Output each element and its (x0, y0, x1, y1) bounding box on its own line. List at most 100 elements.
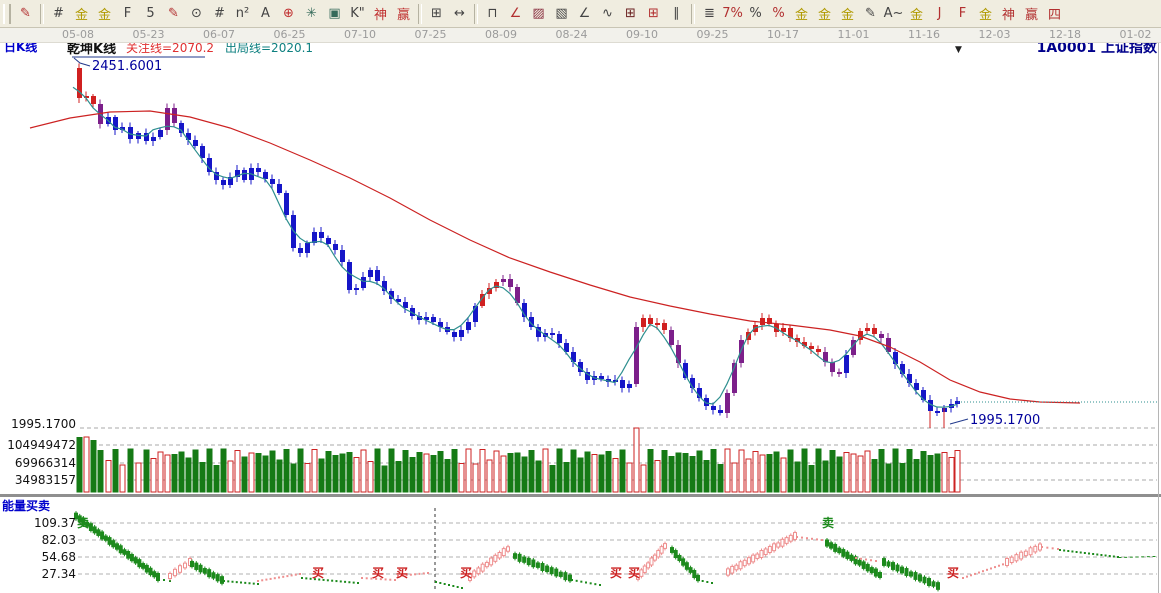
indicator-dot (806, 537, 808, 540)
indicator-dot (711, 582, 713, 584)
ying-slash-icon[interactable]: 赢 (1024, 8, 1038, 23)
volume-bar (605, 451, 612, 493)
chevron-down-icon[interactable]: ▼ (955, 45, 962, 55)
x-axis-date-label: 09-10 (626, 28, 658, 41)
candle-body (298, 248, 303, 253)
volume-bar (269, 450, 276, 493)
pen-icon[interactable]: ✎ (20, 6, 31, 21)
indicator-dot (448, 584, 450, 586)
indicator-candle-body (913, 572, 918, 580)
indicator-candle-body (74, 512, 78, 520)
volume-bar (556, 448, 563, 493)
volume-bar (668, 456, 675, 493)
indicator-candle-body (100, 531, 105, 540)
grid-icon[interactable]: ⊞ (625, 6, 636, 21)
shen-slash-icon[interactable]: 神 (1001, 8, 1015, 23)
gold-circle-icon-2[interactable]: 金 (817, 8, 831, 23)
ruler-123-icon[interactable]: ≣ (704, 6, 715, 21)
indicator-candle-body (211, 572, 216, 579)
buy-signal-marker: 买 (395, 566, 408, 580)
volume-bar (297, 448, 304, 493)
indicator-dot (1112, 555, 1115, 558)
toolbar-separator (418, 3, 422, 24)
gold-circle-icon[interactable]: 金 (794, 8, 808, 23)
candle-body (879, 334, 884, 338)
volume-bar (836, 456, 843, 493)
candle-body (179, 123, 184, 133)
circle-comb-icon[interactable]: ⊙ (191, 6, 202, 21)
pencil-lines-icon[interactable]: ∠ (578, 6, 591, 21)
volume-bar (367, 461, 374, 493)
gold-underline-icon[interactable]: 金 (909, 8, 923, 23)
indicator-candle-body (85, 521, 90, 527)
five-comb-icon[interactable]: 5 (146, 6, 155, 21)
indicator-candle-body (746, 557, 751, 565)
a-line-icon[interactable]: A (261, 6, 270, 21)
gold-comb-icon-2[interactable]: 金 (97, 8, 111, 23)
a-wave-icon[interactable]: A~ (883, 6, 904, 21)
candle-body (739, 340, 744, 363)
x-axis-date-label: 05-23 (132, 28, 165, 41)
candle-body (340, 250, 345, 262)
percent-icon[interactable]: % (749, 6, 762, 21)
indicator-dot (974, 572, 976, 575)
percent-line-icon[interactable]: % (772, 6, 785, 21)
ying-icon[interactable]: 赢 (396, 8, 410, 23)
fan-lines-icon[interactable]: ∠ (509, 6, 522, 21)
candle-body (851, 340, 856, 355)
indicator-candle-body (476, 567, 481, 575)
indicator-dot (966, 575, 968, 578)
indicator-candle-body (751, 554, 756, 563)
high-price-label: 2451.6001 (92, 59, 163, 74)
indicator-dot (801, 536, 803, 539)
indicator-dot (265, 578, 268, 581)
toolbar-grip[interactable] (3, 3, 11, 24)
candle-body (305, 243, 310, 253)
f-comb-icon[interactable]: F (123, 6, 132, 21)
ruler-pen-icon[interactable]: ✎ (865, 6, 876, 21)
candle-body (113, 117, 118, 130)
candle-body (424, 317, 429, 320)
candle-body (172, 108, 177, 123)
indicator-dot (335, 580, 338, 583)
parallel-lines-icon[interactable]: ∥ (673, 6, 680, 21)
indicator-candle-body (215, 574, 220, 582)
candle-body (186, 133, 191, 140)
fan-box-icon[interactable]: ▨ (532, 6, 545, 21)
indicator-dot (452, 585, 455, 587)
indicator-dot (1046, 546, 1049, 549)
si-slash-icon[interactable]: 四 (1047, 8, 1061, 23)
volume-bar (731, 462, 738, 493)
grid-red-icon[interactable]: ⊞ (648, 6, 659, 21)
seven-percent-icon[interactable]: 7% (722, 6, 743, 21)
j-slash-icon[interactable]: J (937, 6, 942, 21)
comb-icon-2[interactable]: # (214, 6, 225, 21)
indicator-candle-body (837, 547, 842, 554)
candle-body (235, 170, 240, 177)
gold-comb-icon[interactable]: 金 (74, 8, 88, 23)
zigzag-icon[interactable]: ∿ (602, 6, 613, 21)
indicator-candle-body (833, 543, 838, 552)
gann-box-icon[interactable]: ⊓ (487, 6, 498, 21)
pen-icon-2[interactable]: ✎ (168, 6, 179, 21)
grid-123-icon[interactable]: ⊞ (431, 6, 442, 21)
f-slash-icon[interactable]: F (958, 6, 967, 21)
k-quote-icon[interactable]: K" (350, 6, 365, 21)
diagonal-box-icon[interactable]: ▧ (555, 6, 568, 21)
indicator-candle-body (126, 551, 131, 559)
crosshair-icon[interactable]: ⊕ (283, 6, 294, 21)
shen-icon[interactable]: 神 (373, 8, 387, 23)
indicator-candle-body (1014, 554, 1019, 562)
gold-lines-icon[interactable]: 金 (840, 8, 854, 23)
toolbar-separator (40, 3, 44, 24)
volume-bar (717, 464, 724, 493)
candle-body (529, 317, 534, 327)
star-icon[interactable]: ✳ (306, 6, 317, 21)
n2-icon[interactable]: n² (235, 6, 250, 21)
gold-slash-icon[interactable]: 金 (978, 8, 992, 23)
width-measure-icon[interactable]: ↔ (454, 6, 465, 21)
indicator-dot (339, 580, 342, 583)
comb-icon[interactable]: # (53, 6, 64, 21)
target-square-icon[interactable]: ▣ (328, 6, 341, 21)
